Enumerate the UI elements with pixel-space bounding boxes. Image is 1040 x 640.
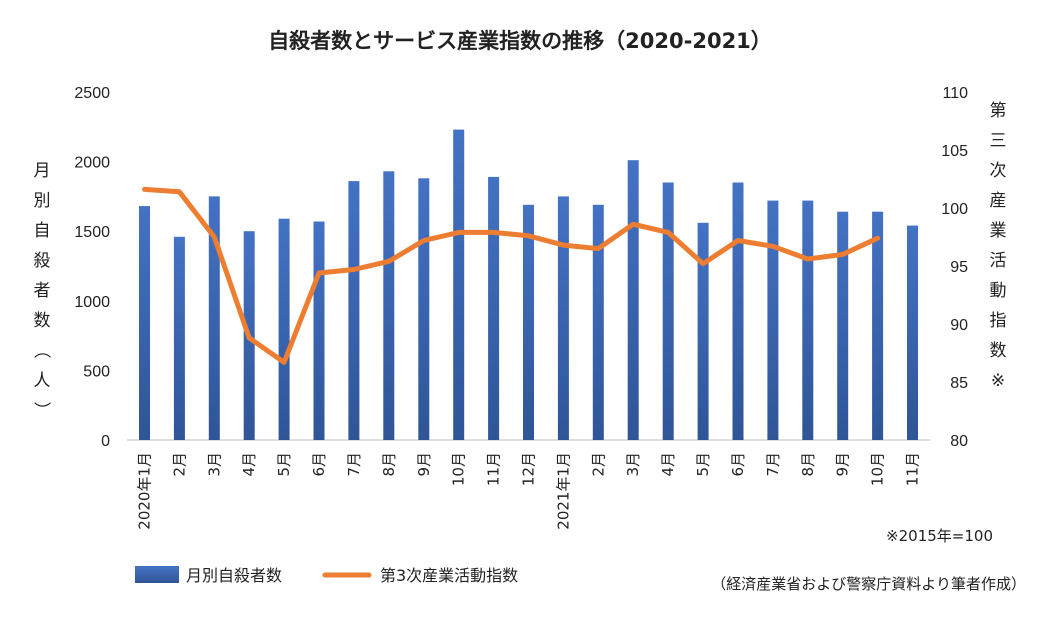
left-y-tick-label: 2000 (74, 155, 110, 172)
bar (697, 222, 709, 440)
axis-label-char: 産 (990, 191, 1007, 211)
left-y-tick-label: 1500 (74, 224, 110, 241)
right-y-tick-label: 80 (950, 433, 968, 450)
x-tick-label: 6月 (310, 452, 328, 477)
x-tick-label: 4月 (240, 452, 258, 477)
right-y-tick-label: 95 (950, 259, 968, 276)
axis-label-char: 第 (990, 101, 1007, 121)
right-y-tick-label: 110 (942, 85, 968, 102)
x-tick-label: 9月 (834, 452, 852, 477)
bar (418, 178, 430, 441)
axis-label-char: 活 (990, 251, 1007, 271)
axis-label-char: 指 (990, 311, 1007, 331)
axis-label-char: 動 (990, 281, 1007, 301)
bar (523, 204, 534, 440)
bar (767, 200, 779, 440)
x-tick-label: 5月 (694, 452, 712, 477)
x-tick-label: 11月 (904, 452, 922, 486)
right-y-tick-label: 100 (941, 201, 968, 218)
source-note: （経済産業省および警察庁資料より筆者作成） (711, 575, 1026, 593)
bar (732, 182, 744, 440)
x-tick-label: 9月 (415, 452, 433, 477)
legend-bar-label: 月別自殺者数 (186, 566, 282, 585)
left-y-tick-label: 0 (101, 433, 110, 450)
bar (383, 171, 395, 441)
axis-label-char: ） (31, 402, 51, 419)
x-tick-label: 6月 (729, 452, 747, 477)
left-y-tick-label: 500 (83, 363, 110, 380)
axis-label-char: 数 (990, 341, 1007, 361)
x-tick-label: 4月 (659, 452, 677, 477)
x-tick-label: 2月 (589, 452, 607, 477)
axis-label-char: 者 (34, 281, 51, 301)
bar (592, 204, 604, 440)
bar (802, 200, 814, 440)
axis-label-char: 数 (34, 311, 51, 331)
axis-label-char: 殺 (34, 251, 51, 271)
left-y-tick-label: 2500 (74, 85, 110, 102)
bar (662, 182, 674, 440)
legend: 月別自殺者数 第3次産業活動指数 (135, 566, 518, 585)
line-path (142, 186, 881, 365)
index-base-note: ※2015年=100 (886, 527, 993, 545)
axis-label-char: 三 (990, 131, 1007, 151)
right-y-tick-label: 85 (950, 375, 968, 392)
x-tick-label: 8月 (799, 452, 817, 477)
axis-label-char: （ (31, 342, 51, 359)
bar (173, 236, 185, 440)
line-series (142, 186, 881, 365)
x-tick-label: 2月 (170, 452, 188, 477)
bar (872, 211, 884, 440)
bar (278, 218, 290, 440)
x-tick-label: 3月 (624, 452, 642, 477)
x-tick-label: 3月 (205, 452, 223, 477)
bar (907, 225, 918, 440)
bar (348, 181, 360, 440)
right-y-ticks: 80 85 90 95 100 105 110 (941, 85, 968, 450)
bar (627, 160, 639, 440)
bar (488, 176, 500, 440)
x-tick-label: 2021年1月 (554, 452, 572, 530)
axis-label-char: ※ (991, 371, 1005, 391)
left-y-ticks: 0 500 1000 1500 2000 2500 (74, 85, 110, 450)
x-tick-label: 7月 (764, 452, 782, 477)
x-tick-label: 7月 (345, 452, 363, 477)
legend-bar-swatch (135, 566, 179, 583)
x-tick-label: 12月 (520, 452, 538, 486)
bar (313, 221, 325, 440)
axis-label-char: 自 (34, 221, 51, 241)
x-tick-label: 5月 (275, 452, 293, 477)
axis-label-char: 月 (34, 161, 51, 181)
bar (139, 206, 150, 440)
legend-line-label: 第3次産業活動指数 (380, 566, 518, 585)
x-ticks: 2020年1月 2月 3月 4月 5月 6月 7月 8月 9月 10月 11月 12月 2021年1月 2… (136, 452, 922, 530)
chart-title: 自殺者数とサービス産業指数の推移（2020-2021） (268, 29, 772, 53)
bar (208, 196, 220, 440)
x-tick-label: 8月 (380, 452, 398, 477)
axis-label-char: 別 (34, 191, 51, 211)
axis-label-char: 次 (990, 161, 1007, 181)
left-y-tick-label: 1000 (74, 294, 110, 311)
bar (837, 211, 849, 440)
right-y-tick-label: 90 (950, 317, 968, 334)
x-tick-label: 11月 (485, 452, 503, 486)
x-tick-label: 2020年1月 (136, 452, 154, 530)
right-y-tick-label: 105 (941, 143, 968, 160)
axis-label-char: 人 (34, 371, 51, 391)
bar (557, 196, 569, 440)
axis-label-char: 業 (990, 221, 1007, 241)
x-tick-label: 10月 (450, 452, 468, 486)
x-tick-label: 10月 (869, 452, 887, 486)
left-y-axis-label: 月別自殺者数 （ 人 ） (31, 161, 51, 419)
bar (453, 129, 465, 440)
